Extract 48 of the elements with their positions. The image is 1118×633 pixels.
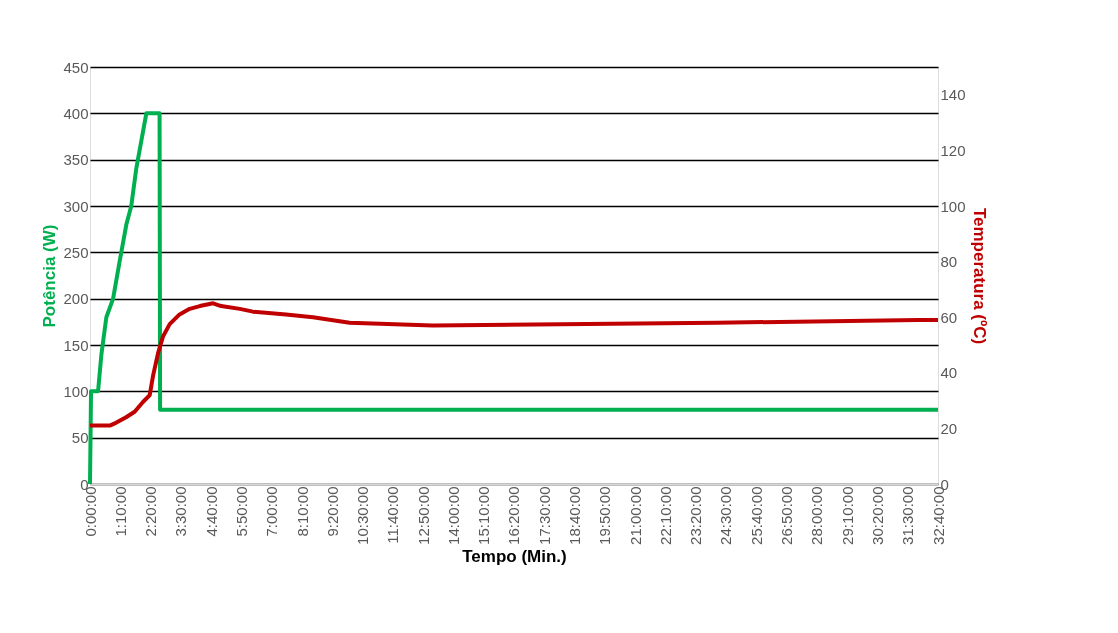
y-tick-label: 100	[63, 382, 89, 400]
y2-tick-label: 20	[940, 419, 958, 437]
line-series	[88, 301, 940, 428]
x-tick-label: 28:00:00	[808, 486, 826, 545]
x-tick-label: 8:10:00	[293, 486, 311, 537]
x-tick-label: 9:20:00	[323, 486, 341, 537]
y2-axis-title: Temperatura (ºC)	[969, 207, 989, 345]
y2-tick-label: 40	[940, 364, 958, 382]
line-series	[88, 111, 940, 486]
y2-tick-label: 100	[940, 197, 966, 215]
x-axis-title: Tempo (Min.)	[462, 546, 567, 566]
x-tick-label: 19:50:00	[596, 486, 614, 545]
x-tick-label: 5:50:00	[232, 486, 250, 537]
x-tick-label: 18:40:00	[566, 486, 584, 545]
x-tick-label: 11:40:00	[384, 486, 402, 544]
y-tick-label: 50	[71, 429, 89, 447]
x-tick-label: 4:40:00	[202, 486, 220, 537]
x-tick-label: 23:20:00	[687, 486, 705, 545]
x-tick-label: 7:00:00	[263, 486, 281, 537]
y2-tick-label: 120	[940, 141, 966, 159]
y-tick-label: 400	[63, 104, 89, 122]
y-tick-label: 350	[63, 151, 89, 169]
y2-tick-label: 140	[940, 86, 966, 104]
x-tick-label: 24:30:00	[717, 486, 735, 545]
x-tick-label: 26:50:00	[778, 486, 796, 545]
x-tick-label: 29:10:00	[838, 486, 856, 545]
x-tick-label: 2:20:00	[142, 486, 160, 537]
x-tick-label: 15:10:00	[475, 486, 493, 545]
x-tick-label: 21:00:00	[626, 486, 644, 545]
x-tick-label: 22:10:00	[656, 486, 674, 545]
x-tick-label: 25:40:00	[747, 486, 765, 545]
y-tick-label: 150	[63, 336, 89, 354]
y2-tick-label: 80	[940, 253, 958, 271]
x-tick-label: 12:50:00	[414, 486, 432, 545]
x-tick-label: 14:00:00	[444, 486, 462, 545]
x-tick-label: 16:20:00	[505, 486, 523, 545]
x-tick-label: 17:30:00	[535, 486, 553, 545]
y-axis-title: Potência (W)	[40, 224, 60, 328]
x-tick-label: 31:30:00	[899, 486, 917, 545]
x-tick-label: 3:30:00	[172, 486, 190, 537]
x-tick-label: 30:20:00	[868, 486, 886, 545]
y2-tick-label: 60	[940, 308, 958, 326]
y-tick-label: 300	[63, 197, 89, 215]
y-tick-label: 200	[63, 290, 89, 308]
x-tick-label: 10:30:00	[354, 486, 372, 545]
x-tick-label: 1:10:00	[111, 486, 129, 537]
y-tick-label: 450	[63, 58, 89, 76]
y-tick-label: 250	[63, 243, 89, 261]
